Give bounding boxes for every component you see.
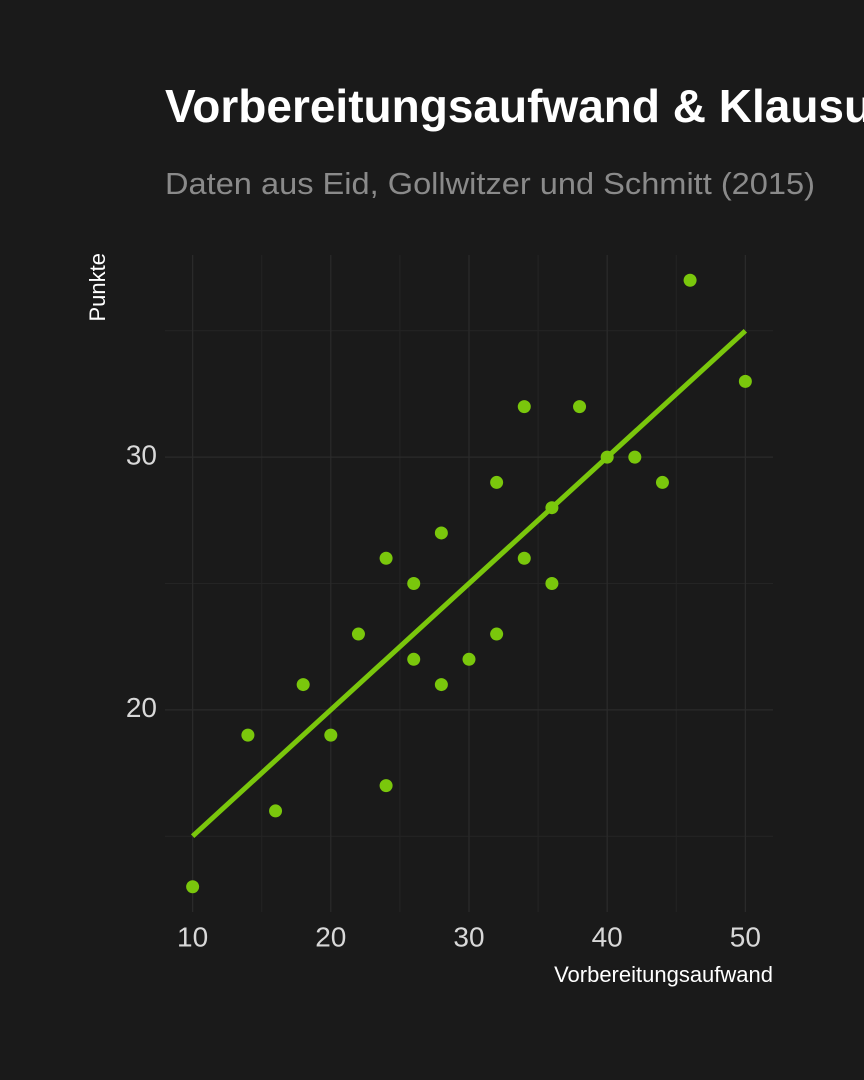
point [269,804,283,818]
point [434,678,448,692]
point [351,627,365,641]
x-tick-label: 10 [177,921,208,952]
x-axis-label: Vorbereitungsaufwand [554,962,773,987]
point [407,577,421,590]
point [462,652,476,666]
point [545,501,559,515]
point [407,652,421,666]
x-tick-label: 40 [592,921,623,952]
point [379,551,393,565]
y-axis-label: Punkte [85,253,110,322]
point [379,779,393,793]
y-tick-label: 20 [126,692,157,723]
point [434,526,448,540]
point [241,728,255,742]
x-tick-label: 30 [453,921,484,952]
chart-subtitle: Daten aus Eid, Gollwitzer und Schmitt (2… [165,166,815,201]
point [545,577,559,590]
trend-line [190,328,748,839]
point [186,880,200,894]
point [573,400,587,414]
point [490,627,504,641]
point [324,728,338,742]
point [600,450,614,464]
point [296,678,310,692]
point [517,400,531,414]
point [628,450,642,464]
y-tick-label: 30 [126,440,157,471]
point [655,475,669,489]
chart-title: Vorbereitungsaufwand & Klausurpunkte [165,80,864,132]
x-tick-label: 20 [315,921,346,952]
point [490,475,504,489]
point [683,273,697,287]
point [517,551,531,565]
point [738,374,752,388]
x-tick-label: 50 [730,921,761,952]
